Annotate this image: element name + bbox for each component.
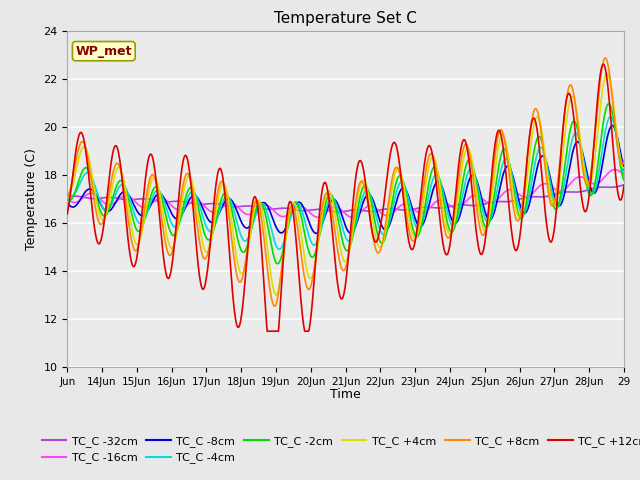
Y-axis label: Temperature (C): Temperature (C) <box>25 148 38 250</box>
X-axis label: Time: Time <box>330 388 361 401</box>
Text: WP_met: WP_met <box>76 45 132 58</box>
Title: Temperature Set C: Temperature Set C <box>274 11 417 26</box>
Legend: TC_C -32cm, TC_C -16cm, TC_C -8cm, TC_C -4cm, TC_C -2cm, TC_C +4cm, TC_C +8cm, T: TC_C -32cm, TC_C -16cm, TC_C -8cm, TC_C … <box>37 432 640 468</box>
